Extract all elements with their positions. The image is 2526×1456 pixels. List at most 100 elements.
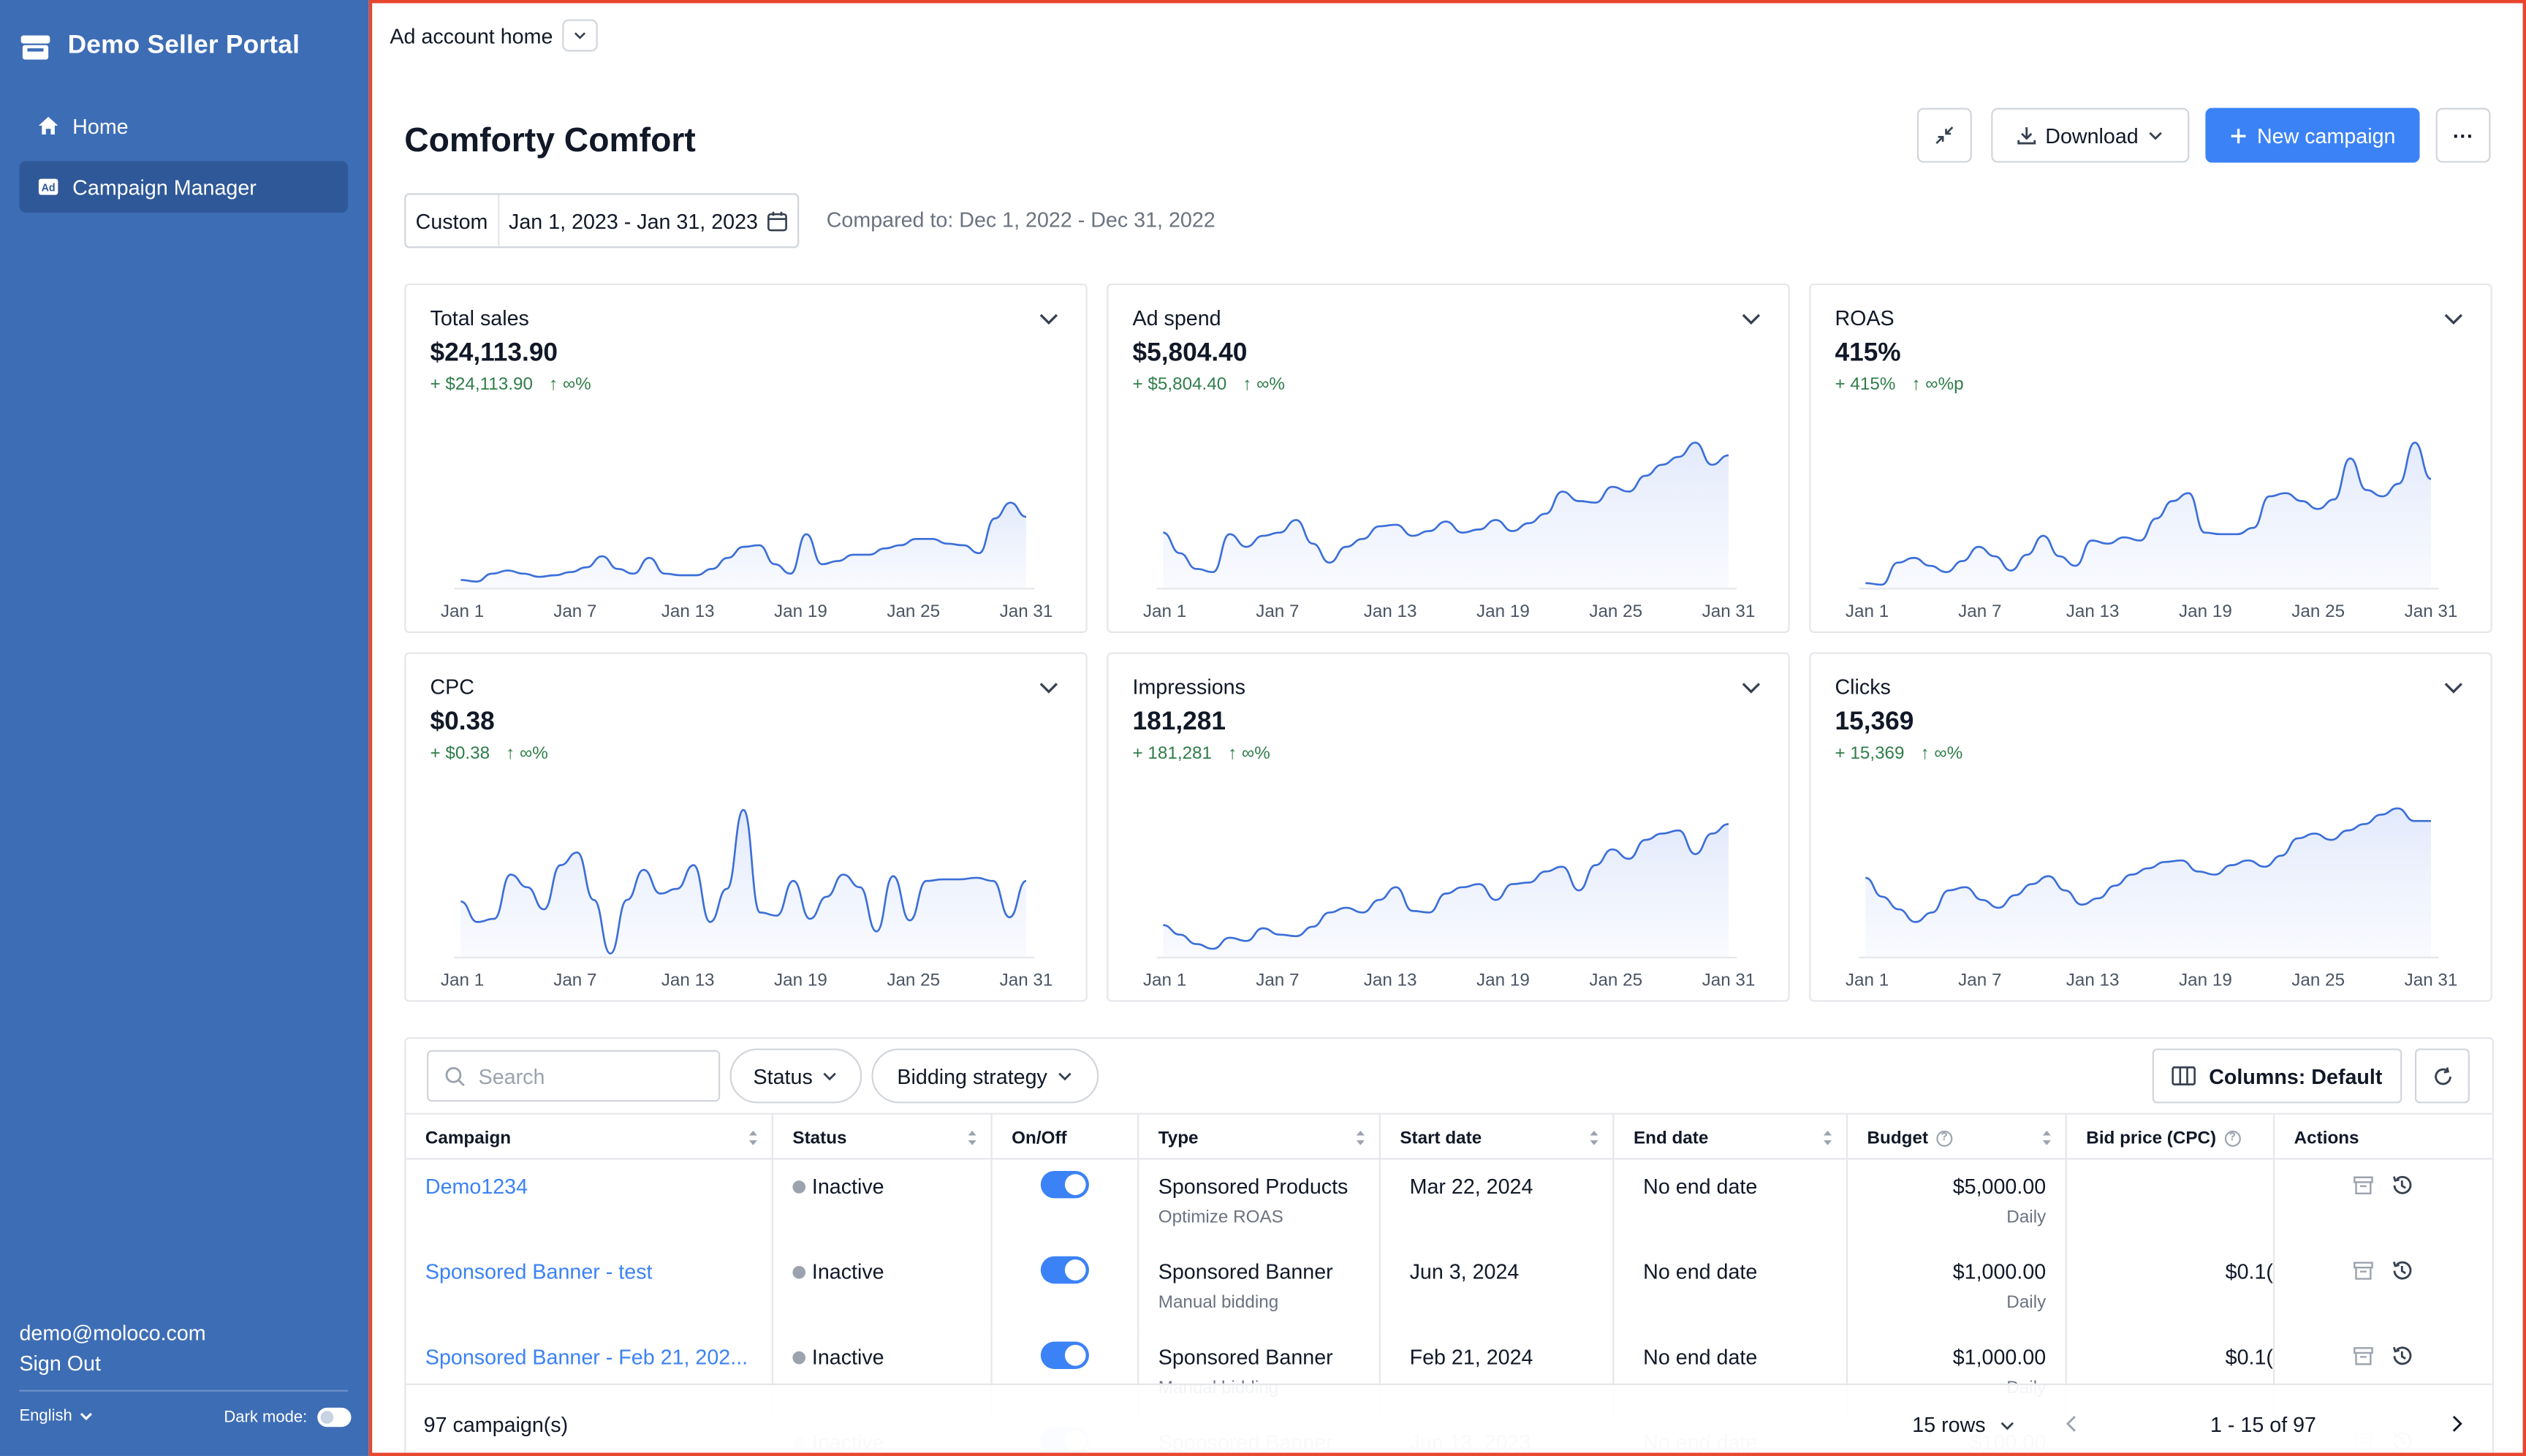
- calendar-icon: [768, 211, 788, 231]
- chevron-down-icon[interactable]: [1740, 308, 1762, 330]
- chevron-right-icon[interactable]: [2449, 1414, 2465, 1433]
- metric-title: Impressions: [1132, 675, 1245, 699]
- x-tick-label: Jan 7: [1958, 971, 2001, 990]
- more-icon: ···: [2452, 123, 2474, 148]
- status-filter[interactable]: Status: [729, 1048, 862, 1104]
- breadcrumb-dropdown[interactable]: [562, 19, 599, 52]
- chevron-down-icon: [574, 32, 586, 39]
- metric-delta-value: + 15,369: [1835, 744, 1905, 764]
- status-badge: Inactive: [792, 1345, 884, 1369]
- column-header[interactable]: Type: [1137, 1114, 1379, 1161]
- column-header-label: Campaign: [425, 1128, 512, 1148]
- x-tick-label: Jan 13: [2066, 971, 2120, 990]
- chevron-down-icon[interactable]: [1037, 676, 1060, 699]
- date-range-picker[interactable]: Custom Jan 1, 2023 - Jan 31, 2023: [404, 193, 800, 249]
- x-tick-label: Jan 13: [661, 971, 715, 990]
- chevron-down-icon[interactable]: [1037, 308, 1060, 330]
- series-line: [1163, 823, 1729, 950]
- sort-icon[interactable]: [1355, 1129, 1366, 1147]
- table-cell: [2065, 1161, 2273, 1247]
- campaign-link[interactable]: Demo1234: [425, 1174, 528, 1199]
- history-icon[interactable]: [2391, 1174, 2413, 1197]
- download-button[interactable]: Download: [1991, 107, 2190, 163]
- table-footer: 97 campaign(s) 15 rows 1 - 15 of 97: [406, 1383, 2492, 1453]
- column-header[interactable]: Status: [771, 1114, 991, 1161]
- sort-icon[interactable]: [748, 1129, 759, 1147]
- table-cell: Jun 3, 2024: [1378, 1246, 1613, 1332]
- campaign-toggle[interactable]: [1040, 1256, 1089, 1284]
- metric-card-impressions[interactable]: Impressions 181,281 + 181,281 ↑ ∞% Jan 1 Jan …: [1107, 652, 1790, 1002]
- campaign-toggle[interactable]: [1040, 1341, 1089, 1369]
- archive-icon[interactable]: [2352, 1345, 2375, 1368]
- budget-period: Daily: [2006, 1207, 2047, 1228]
- start-date: Mar 22, 2024: [1409, 1174, 1533, 1199]
- collapse-button[interactable]: [1916, 107, 1972, 163]
- campaign-toggle[interactable]: [1040, 1170, 1089, 1199]
- x-tick-label: Jan 19: [2179, 602, 2232, 621]
- info-icon: ?: [1936, 1129, 1953, 1146]
- history-icon[interactable]: [2391, 1259, 2413, 1282]
- breadcrumb[interactable]: Ad account home: [390, 19, 599, 52]
- language-select[interactable]: English: [19, 1408, 93, 1425]
- history-icon[interactable]: [2391, 1345, 2413, 1368]
- column-header[interactable]: Start date: [1378, 1114, 1613, 1161]
- new-campaign-button[interactable]: New campaign: [2205, 107, 2420, 163]
- sidebar-item-campaign-manager[interactable]: Ad Campaign Manager: [19, 161, 349, 213]
- metric-delta-percent: ↑ ∞%: [1243, 375, 1286, 395]
- chevron-down-icon[interactable]: [1740, 676, 1762, 699]
- chevron-left-icon[interactable]: [2063, 1414, 2079, 1433]
- column-header[interactable]: End date: [1612, 1114, 1846, 1161]
- metric-delta: + 181,281 ↑ ∞%: [1132, 744, 1270, 763]
- sign-out-link[interactable]: Sign Out: [19, 1351, 101, 1376]
- chevron-down-icon[interactable]: [2442, 308, 2465, 330]
- budget-amount: $5,000.00: [1952, 1174, 2047, 1199]
- x-tick-label: Jan 1: [1143, 602, 1186, 621]
- search-input[interactable]: Search: [427, 1050, 721, 1102]
- metric-delta-percent: ↑ ∞%: [1228, 744, 1270, 764]
- x-tick-label: Jan 13: [1364, 971, 1417, 990]
- area-fill: [460, 810, 1027, 957]
- bidding-strategy-filter[interactable]: Bidding strategy: [871, 1048, 1099, 1104]
- archive-icon[interactable]: [2352, 1259, 2375, 1282]
- sort-icon[interactable]: [966, 1129, 977, 1147]
- dark-mode-toggle[interactable]: [316, 1407, 351, 1427]
- table-cell: Mar 22, 2024: [1378, 1161, 1613, 1247]
- column-header[interactable]: Budget?: [1846, 1114, 2066, 1161]
- metric-card-total-sales[interactable]: Total sales $24,113.90 + $24,113.90 ↑ ∞% Jan…: [404, 283, 1088, 633]
- table-row: Sponsored Banner - test Inactive Sponsored…: [406, 1246, 2492, 1332]
- series-line: [1865, 441, 2432, 586]
- metric-card-roas[interactable]: ROAS 415% + 415% ↑ ∞%p Jan 1 Jan 7 Jan 13 Jan 1…: [1809, 283, 2492, 633]
- column-header[interactable]: Campaign: [406, 1115, 771, 1161]
- end-date: No end date: [1643, 1174, 1758, 1199]
- chevron-down-icon[interactable]: [2442, 676, 2465, 699]
- campaign-link[interactable]: Sponsored Banner - test: [425, 1259, 653, 1284]
- metric-card-ad-spend[interactable]: Ad spend $5,804.40 + $5,804.40 ↑ ∞% Jan 1 Jan…: [1107, 283, 1790, 633]
- metric-value: $24,113.90: [430, 339, 558, 368]
- more-button[interactable]: ···: [2435, 107, 2491, 163]
- rows-per-page-select[interactable]: 15 rows: [1912, 1412, 2014, 1437]
- x-tick-label: Jan 1: [1143, 971, 1186, 990]
- sidebar: Demo Seller Portal Home Ad Campaign Mana…: [0, 0, 369, 1456]
- campaign-link[interactable]: Sponsored Banner - Feb 21, 202...: [425, 1344, 748, 1369]
- archive-icon[interactable]: [2352, 1174, 2375, 1197]
- x-tick-label: Jan 31: [2405, 971, 2458, 990]
- sort-icon[interactable]: [1822, 1129, 1833, 1147]
- columns-button[interactable]: Columns: Default: [2152, 1048, 2402, 1104]
- table-cell: $1,000.00 Daily: [1846, 1246, 2066, 1332]
- sort-icon[interactable]: [1588, 1129, 1599, 1147]
- date-range-field[interactable]: Jan 1, 2023 - Jan 31, 2023: [497, 194, 798, 247]
- refresh-button[interactable]: [2414, 1048, 2470, 1104]
- metric-card-cpc[interactable]: CPC $0.38 + $0.38 ↑ ∞% Jan 1 Jan 7 Jan 13 Jan 1…: [404, 652, 1088, 1002]
- sort-icon[interactable]: [2041, 1129, 2052, 1147]
- chevron-down-icon: [2000, 1421, 2014, 1430]
- x-tick-label: Jan 1: [1846, 602, 1889, 621]
- sidebar-item-home[interactable]: Home: [19, 100, 348, 152]
- start-date: Jun 3, 2024: [1409, 1259, 1520, 1284]
- column-header[interactable]: Bid price (CPC)?: [2065, 1114, 2273, 1161]
- metric-value: $0.38: [430, 708, 495, 736]
- metric-card-clicks[interactable]: Clicks 15,369 + 15,369 ↑ ∞% Jan 1 Jan 7 Jan 13…: [1809, 652, 2492, 1002]
- brand[interactable]: Demo Seller Portal: [19, 32, 300, 61]
- campaign-table: Search Status Bidding strategy Columns: …: [404, 1037, 2494, 1453]
- date-preset[interactable]: Custom: [415, 208, 488, 233]
- metric-delta: + $5,804.40 ↑ ∞%: [1132, 375, 1285, 394]
